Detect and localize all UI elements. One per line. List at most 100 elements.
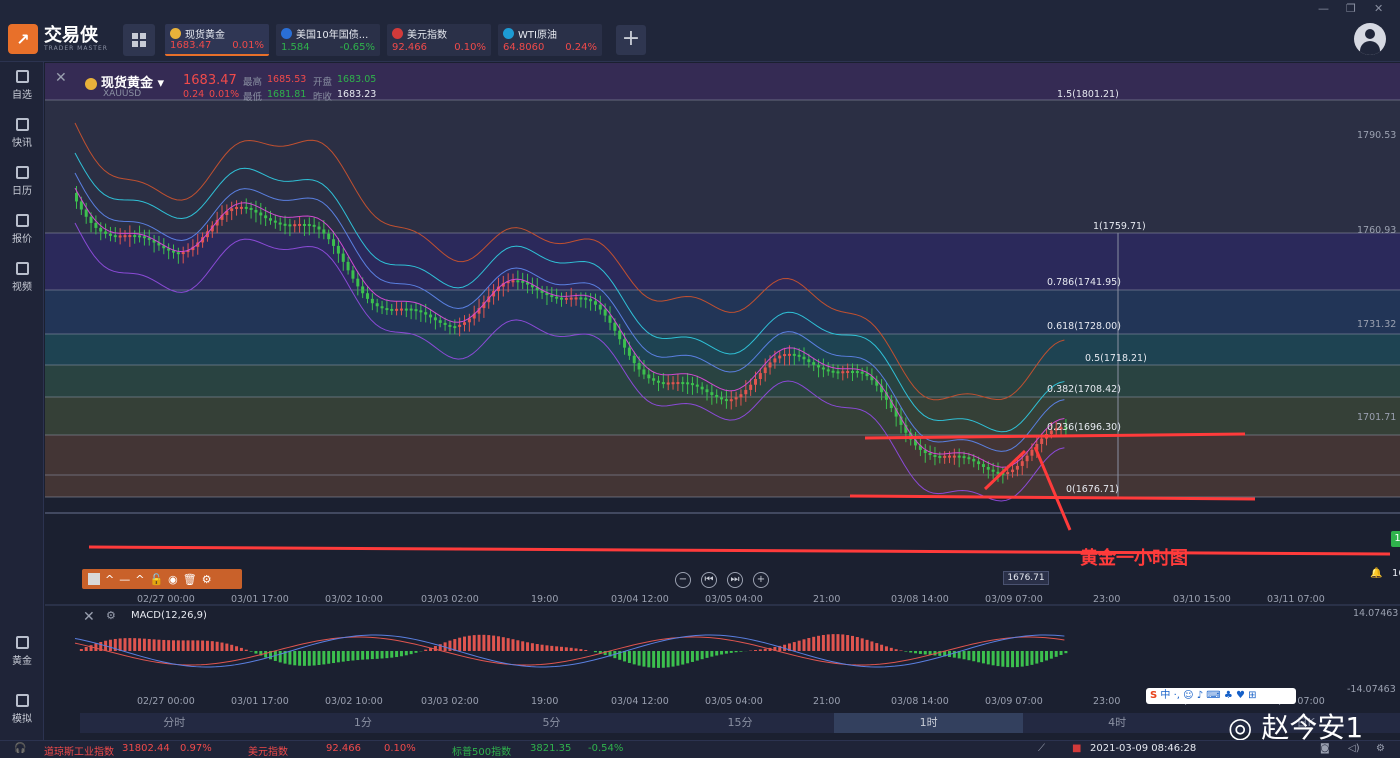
macd-bar [889,647,893,651]
macd-time-axis-label: 23:00 [1093,696,1121,707]
sidebar-item[interactable]: 报价 [0,214,44,245]
candle-body [695,384,699,387]
timeframe-3[interactable]: 15分 [727,716,753,729]
indicator-settings-icon[interactable]: ⚙ [106,609,116,622]
macd-bar [429,647,433,651]
price-axis-label: 1731.32 [1357,319,1397,330]
sidebar-item[interactable]: 黄金 [0,636,44,667]
candle-body [671,382,675,385]
news-icon [15,118,29,131]
chart-panel[interactable]: ✕ 现货黄金 ▾ XAUUSD 1683.47 0.24 0.01% 最高 16… [45,63,1400,740]
timeframe-6[interactable]: 日K [1296,716,1315,729]
timeframe-5[interactable]: 4时 [1108,716,1127,729]
candle-body [802,356,806,360]
lock-icon[interactable]: 🔓 [149,572,164,586]
tab-price: 1683.47 [170,40,212,51]
sogou-icon: S [1150,690,1158,701]
candle-body [225,211,229,215]
sidebar-item[interactable]: 模拟 [0,694,44,725]
sidebar-item-label: 日历 [12,186,32,197]
candle-body [191,246,195,251]
timeframe-2[interactable]: 5分 [542,716,561,729]
color-swatch[interactable] [88,573,100,585]
symbol-selector[interactable]: 现货黄金 ▾ [85,72,164,91]
macd-bar [623,651,627,662]
sidebar-item[interactable]: 自选 [0,70,44,101]
candle-body [603,309,607,316]
candle-body [152,239,156,243]
close-indicator-icon[interactable]: ✕ [83,609,95,625]
sidebar-item[interactable]: 日历 [0,166,44,197]
minimize-icon[interactable]: — [1318,2,1329,15]
ticker-name[interactable]: 标普500指数 [452,747,512,758]
ticker-name[interactable]: 道琼斯工业指数 [44,747,114,758]
candle-body [1064,427,1068,430]
macd-time-axis-label: 02/27 00:00 [137,696,195,707]
chevron-up-icon[interactable]: ^ [135,572,145,586]
zoom-in-button[interactable]: + [753,572,769,588]
candle-body [996,471,1000,474]
add-tab-button[interactable]: + [616,25,646,55]
candle-body [448,324,452,327]
macd-bar [1030,651,1034,665]
user-avatar[interactable] [1354,23,1386,55]
line-style-icon[interactable]: — [119,572,131,586]
eye-icon[interactable]: ◉ [168,572,178,586]
candle-body [530,284,534,288]
macd-bar [884,646,888,651]
instrument-tab[interactable]: 现货黄金 1683.47 0.01% [165,24,269,56]
ime-toolbar[interactable]: S 中 ·, ☺ ♪ ⌨ ♣ ♥ ⊞ [1146,688,1296,704]
close-chart-icon[interactable]: ✕ [55,70,67,86]
timeframe-1[interactable]: 1分 [353,716,372,729]
instrument-tab[interactable]: 美元指数 92.466 0.10% [387,24,491,56]
candle-body [385,308,389,311]
volume-icon[interactable]: ◁) [1348,743,1360,754]
zoom-out-button[interactable]: − [675,572,691,588]
macd-bar [652,651,656,668]
macd-bar [661,651,665,668]
macd-bar [409,651,413,655]
macd-axis-bottom: -14.07463 [1347,684,1396,695]
macd-bar [957,651,961,659]
chevron-up-icon[interactable]: ^ [105,572,115,586]
chart-canvas[interactable] [45,63,1400,740]
macd-bar [972,651,976,662]
layout-grid-button[interactable] [123,24,155,56]
sidebar-item[interactable]: 快讯 [0,118,44,149]
candle-body [288,224,292,227]
settings-icon[interactable]: ⚙ [201,572,212,586]
candle-body [404,308,408,311]
scroll-start-button[interactable]: ⏮ [701,572,717,588]
macd-bar [807,638,811,651]
macd-bar [472,635,476,651]
candle-body [972,458,976,462]
timeframe-4[interactable]: 1时 [834,713,1023,733]
candle-body [341,253,345,262]
tab-change: 0.10% [454,42,486,53]
price-alert[interactable]: 🔔 1671.62 [1370,568,1400,579]
ticker-change: -0.54% [588,743,624,754]
close-window-icon[interactable]: ✕ [1374,2,1384,15]
candle-body [855,371,859,374]
candle-body [627,347,631,356]
timeframe-0[interactable]: 分时 [163,716,186,729]
headset-icon[interactable]: 🎧 [14,743,27,754]
ticker-name[interactable]: 美元指数 [248,747,288,758]
macd-bar [239,647,243,651]
instrument-tab[interactable]: WTI原油 64.8060 0.24% [498,24,602,56]
macd-bar [477,634,481,651]
trash-icon[interactable]: 🗑 [182,572,197,586]
camera-icon[interactable]: ◙ [1320,743,1330,754]
settings-icon[interactable]: ⚙ [1376,743,1385,754]
restore-icon[interactable]: ❐ [1346,2,1356,15]
fib-band [45,100,1400,233]
macd-bar [482,634,486,651]
scroll-end-button[interactable]: ⏭ [727,572,743,588]
candle-body [230,208,234,212]
sidebar-item[interactable]: 视频 [0,262,44,293]
candle-body [370,298,374,304]
candle-body [715,394,719,398]
candle-body [75,193,78,202]
instrument-tab[interactable]: 美国10年国债... 1.584 -0.65% [276,24,380,56]
macd-bar [802,639,806,651]
